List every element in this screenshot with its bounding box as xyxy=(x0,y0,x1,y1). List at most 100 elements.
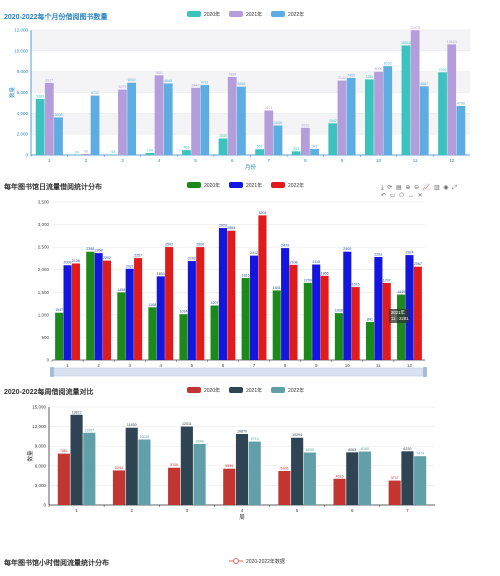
data-label: 353 xyxy=(293,147,299,151)
y-axis-label: 数量 xyxy=(8,87,16,99)
brush-polygon-icon[interactable]: ⬠ xyxy=(399,193,406,199)
brush-line-icon[interactable]: ↔ xyxy=(407,193,415,199)
data-label: 1047 xyxy=(55,308,63,312)
bar xyxy=(196,247,205,360)
bar xyxy=(235,433,249,505)
data-label: 1615 xyxy=(352,283,360,287)
data-label: 1498 xyxy=(117,288,125,292)
bar xyxy=(272,290,281,360)
data-label: 10028 xyxy=(139,435,149,439)
x-tick-label: 4 xyxy=(158,158,161,163)
bar xyxy=(383,66,393,155)
data-label: 2368 xyxy=(95,249,103,253)
tooltip-box xyxy=(389,309,409,323)
bar xyxy=(83,432,96,505)
data-label: 10294 xyxy=(292,433,302,437)
bar xyxy=(333,478,346,505)
data-label: 2479 xyxy=(281,244,289,248)
bar xyxy=(191,87,201,155)
data-zoom-slider[interactable] xyxy=(51,367,426,377)
x-tick-label: 7 xyxy=(253,363,256,368)
bar xyxy=(328,123,338,155)
data-label: 6275 xyxy=(118,85,126,89)
data-label: 7474 xyxy=(416,452,424,456)
y-tick-label: 1,000 xyxy=(38,312,50,317)
y-tick-label: 9,000 xyxy=(35,444,47,449)
bar-chart-icon[interactable]: ▥ xyxy=(433,185,441,191)
y-tick-label: 6,000 xyxy=(17,90,29,95)
data-label: 7939 xyxy=(439,68,447,72)
bar xyxy=(382,282,391,360)
data-label: 2108 xyxy=(290,260,298,264)
legend-label: 2020年 xyxy=(204,182,220,189)
eye-icon[interactable]: ◉ xyxy=(443,185,450,191)
legend-swatch xyxy=(229,387,243,393)
bar xyxy=(156,276,165,360)
data-label: 2312 xyxy=(250,251,258,255)
bar xyxy=(90,95,100,155)
data-zoom-handle-left[interactable] xyxy=(50,367,54,377)
data-label: 2138 xyxy=(72,259,80,263)
bar xyxy=(388,480,401,505)
data-label: 2610 xyxy=(301,123,309,127)
chart-title: 每年图书馆日流量借阅统计分布 xyxy=(4,184,102,191)
legend-swatch xyxy=(187,387,201,393)
bar xyxy=(310,148,319,155)
data-label: 2192 xyxy=(188,257,196,261)
bar xyxy=(118,89,127,155)
data-zoom-handle-right[interactable] xyxy=(423,367,427,377)
download-icon[interactable]: ⤓ xyxy=(381,185,385,191)
chart-title: 每年图书馆小时借阅流量统计分布 xyxy=(4,560,109,567)
bar xyxy=(343,251,352,360)
data-label: 2202 xyxy=(103,256,111,260)
bar xyxy=(334,313,343,360)
chart-toolbox[interactable]: ⤓ ⟳ ▤ ⊕ ⊖ 📈 ▥ ◉ ⤢ ↶ ▭ ⬠ ↔ ✕ xyxy=(381,184,458,199)
x-tick-label: 2 xyxy=(97,363,100,368)
bar xyxy=(346,77,356,155)
data-label: 3204 xyxy=(258,211,266,215)
data-label: 557 xyxy=(257,145,263,149)
data-label: 6558 xyxy=(237,82,245,86)
x-tick-label: 3 xyxy=(128,363,131,368)
brush-clear-icon[interactable]: ✕ xyxy=(417,193,424,199)
bar xyxy=(291,437,304,505)
data-label: 5383 xyxy=(36,94,44,98)
data-view-icon[interactable]: ▤ xyxy=(396,185,403,191)
restore-icon[interactable]: ↶ xyxy=(381,193,388,199)
data-label: 3042 xyxy=(329,119,337,123)
bar xyxy=(410,30,420,155)
y-tick-label: 15,000 xyxy=(32,405,46,410)
bar xyxy=(138,439,151,505)
chart-title: 2020-2022每个月份借阅图书数量 xyxy=(4,14,108,21)
bar xyxy=(71,263,80,360)
y-tick-label: 6,000 xyxy=(35,463,47,468)
bar xyxy=(289,264,298,360)
legend-swatch xyxy=(187,182,201,188)
data-label: 3737 xyxy=(391,476,399,480)
refresh-icon[interactable]: ⟳ xyxy=(387,185,394,191)
brush-rect-icon[interactable]: ▭ xyxy=(389,193,397,199)
data-label: 10624 xyxy=(447,40,457,44)
tooltip-value: 11 : 2281 xyxy=(391,316,409,321)
bar xyxy=(187,261,196,360)
y-tick-label: 12,000 xyxy=(32,424,46,429)
data-label: 6917 xyxy=(45,78,53,82)
zoom-reset-icon[interactable]: ⊖ xyxy=(414,185,421,191)
data-label: 1815 xyxy=(242,274,250,278)
legend-swatch xyxy=(229,182,243,188)
zoom-icon[interactable]: ⊕ xyxy=(405,185,412,191)
bar xyxy=(218,228,227,360)
data-label: 2115 xyxy=(312,260,320,264)
bar xyxy=(223,468,236,505)
bar xyxy=(180,426,193,505)
x-tick-label: 7 xyxy=(268,158,271,163)
line-chart-icon[interactable]: 📈 xyxy=(422,185,432,191)
y-axis-label: 数量 xyxy=(26,450,34,462)
bar xyxy=(44,82,54,155)
y-tick-label: 2,500 xyxy=(38,245,50,250)
fullscreen-icon[interactable]: ⤢ xyxy=(452,185,459,191)
data-label: 2400 xyxy=(343,247,351,251)
bar xyxy=(218,138,228,155)
data-label: 7142 xyxy=(338,76,346,80)
x-tick-label: 9 xyxy=(341,158,344,163)
